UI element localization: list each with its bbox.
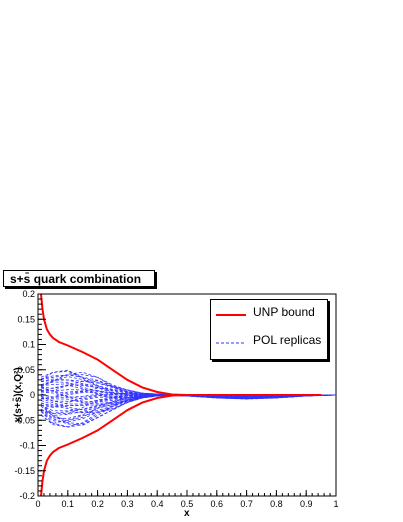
pol-replica-line bbox=[40, 374, 336, 396]
y-tick-label: -0.05 bbox=[14, 415, 35, 425]
x-axis-label: x bbox=[184, 508, 190, 519]
pol-replica-line bbox=[40, 380, 336, 397]
x-tick-label: 0.7 bbox=[240, 499, 253, 509]
y-tick-label: 0.1 bbox=[22, 340, 35, 350]
axis-layer: 0 0.1 0.2 0.3 0.4 0.5 0.6 0.7 0.8 0.9 1 0.2 0.15 0.1 0… bbox=[14, 289, 338, 509]
x-tick-label: 0 bbox=[35, 499, 40, 509]
pol-replica-line bbox=[40, 381, 337, 397]
y-tick-label: 0.05 bbox=[17, 365, 35, 375]
x-tick-label: 0.9 bbox=[300, 499, 313, 509]
legend-swatch-unp bbox=[216, 314, 246, 316]
y-axis-label: x(s+s̄)(x,Q²) bbox=[13, 367, 24, 423]
pol-replica-line bbox=[40, 370, 337, 397]
x-tick-label: 0.4 bbox=[151, 499, 164, 509]
pol-replica-line bbox=[40, 374, 336, 396]
unp-lower-line bbox=[40, 394, 322, 497]
pol-replica-line bbox=[40, 376, 337, 397]
series-layer bbox=[40, 293, 337, 497]
y-tick-label: 0.2 bbox=[22, 289, 35, 299]
x-tick-label: 0.6 bbox=[211, 499, 224, 509]
legend-label-unp: UNP bound bbox=[253, 305, 315, 319]
x-tick-label: 0.3 bbox=[121, 499, 134, 509]
pol-replica-line bbox=[40, 394, 337, 416]
y-tick-label: -0.15 bbox=[14, 466, 35, 476]
y-tick-label: -0.1 bbox=[19, 441, 35, 451]
x-tick-label: 0.2 bbox=[91, 499, 104, 509]
legend: UNP bound POL replicas bbox=[210, 299, 328, 360]
chart-title: s+s̄ quark combination bbox=[3, 270, 155, 287]
x-tick-label: 0.1 bbox=[62, 499, 75, 509]
y-tick-label: 0.15 bbox=[17, 314, 35, 324]
legend-swatch-pol bbox=[216, 342, 246, 344]
x-tick-label: 0.5 bbox=[181, 499, 194, 509]
pol-replica-line bbox=[40, 371, 336, 397]
x-tick-label: 0.8 bbox=[270, 499, 283, 509]
legend-label-pol: POL replicas bbox=[253, 333, 322, 347]
pol-replica-line bbox=[40, 394, 337, 413]
x-tick-label: 1 bbox=[333, 499, 338, 509]
y-tick-label: 0 bbox=[30, 390, 35, 400]
y-tick-label: -0.2 bbox=[19, 491, 35, 501]
